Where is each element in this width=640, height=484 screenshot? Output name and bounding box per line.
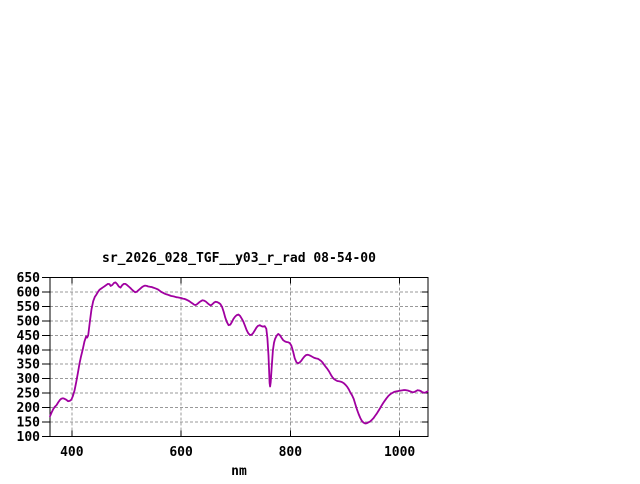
y-tick-label: 650 <box>17 271 41 286</box>
x-tick-label: 1000 <box>384 445 415 460</box>
tick-marks <box>42 277 428 437</box>
x-tick-label: 400 <box>60 445 84 460</box>
y-tick-label: 350 <box>17 358 41 373</box>
y-tick-label: 600 <box>17 285 41 300</box>
y-tick-label: 100 <box>17 430 41 445</box>
spectrum-curve-group <box>49 281 429 425</box>
y-tick-label: 150 <box>17 416 41 431</box>
x-tick-label: 800 <box>279 445 303 460</box>
y-tick-label: 500 <box>17 314 41 329</box>
spectrum-line <box>49 281 429 425</box>
y-tick-label: 550 <box>17 300 41 315</box>
x-tick-label: 600 <box>169 445 193 460</box>
y-tick-label: 400 <box>17 343 41 358</box>
chart-title: sr_2026_028_TGF__y03_r_rad 08-54-00 <box>102 251 376 266</box>
plot-border <box>49 277 429 437</box>
grid <box>50 277 428 437</box>
y-tick-label: 300 <box>17 372 41 387</box>
y-tick-label: 250 <box>17 387 41 402</box>
y-tick-label: 450 <box>17 329 41 344</box>
y-tick-label: 200 <box>17 401 41 416</box>
x-axis-label: nm <box>231 464 247 479</box>
